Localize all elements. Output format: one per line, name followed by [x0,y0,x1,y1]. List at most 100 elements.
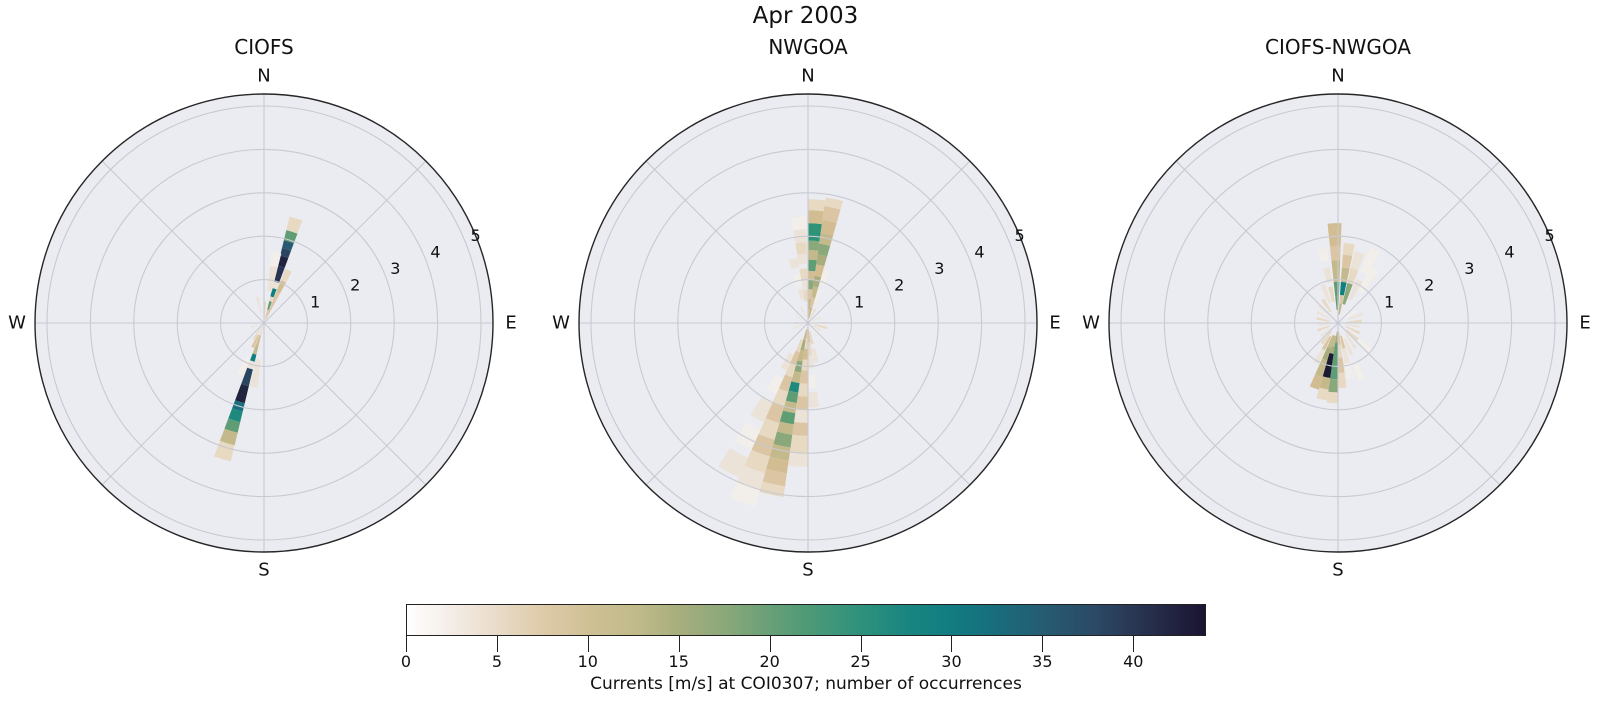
compass-label-s: S [802,560,813,581]
radial-tick-label: 3 [1464,259,1474,278]
rose-wedge-segment [264,301,267,319]
rose-wedge-segment [235,383,249,404]
colorbar-tick-label: 15 [668,652,689,671]
rose-wedge-segment [250,323,261,328]
rose-wedge-segment [1333,342,1338,356]
spoke-line [263,160,427,324]
rose-wedge-segment [280,247,292,258]
rose-wedge-segment [778,374,793,392]
rose-wedge-segment [269,296,274,302]
rose-wedge-segment [819,268,831,286]
polar-plot-ciofs-nwgoa: 1 2 3 4 5 N E S W [1082,66,1591,581]
rose-wedge-segment [280,268,292,283]
spoke-line [1337,160,1501,324]
rose-wedge-segment [1342,282,1353,305]
rose-wedge-segment [809,331,814,345]
rose-wedge-segment [808,391,820,408]
rose-wedge-segment [250,353,257,362]
rose-wedge-segment [811,286,819,298]
rose-wedge-segment [808,329,811,343]
rose-wedge-segment [785,362,797,378]
rose-wedge-segment [1320,327,1332,338]
rose-wedge-segment [766,456,789,474]
rose-wedge-segment [1322,267,1332,284]
rose-wedge-segment [252,326,262,340]
rose-wedge-segment [1317,325,1331,332]
rose-wedge-segment [1338,331,1341,345]
rose-wedge-segment [1347,268,1359,285]
rose-wedge-segment [1340,267,1350,283]
rose-wedge-segment [782,400,797,414]
rose-wedge-segment [259,325,264,336]
rose-wedge-segment [1360,247,1381,275]
rose-wedge-segment [1350,251,1365,271]
rose-wedge-segment [810,297,816,308]
rose-wedge-segment [283,230,298,244]
compass-label-n: N [257,66,270,87]
rose-wedge-segment [1320,283,1332,304]
rose-wedge-segment [1352,361,1366,381]
rose-wedge-segment [1346,319,1362,323]
rose-wedge-segment [762,469,787,487]
spoke-line [645,160,809,324]
rose-wedge-segment [1309,374,1323,390]
rose-wedge-segment [772,388,789,407]
rose-wedge-segment [1329,345,1335,354]
rose-wedge-segment [265,291,281,320]
radial-tick-label: 5 [1544,226,1554,245]
rose-wedge-segment [795,242,807,255]
rose-wedge-segment [820,219,837,236]
rose-wedge-segment [811,324,822,332]
rose-wedge-segment [219,428,238,446]
radial-tick-label: 3 [390,259,400,278]
rose-wedge-segment [803,329,808,341]
rose-wedge-segment [1322,346,1331,361]
compass-label-n: N [1331,66,1344,87]
rose-wedge-segment [801,359,808,371]
rose-wedge-segment [1329,245,1341,261]
spoke-line [807,322,971,486]
radial-tick-label: 3 [934,259,944,278]
rose-wedge-segment [800,339,806,351]
rose-wedge-segment [1343,338,1354,356]
rose-wedge-segment [799,268,808,281]
colorbar-tick [678,636,680,652]
compass-label-e: E [1579,313,1590,334]
rose-wedge-segment [813,275,822,288]
radial-tick-label: 4 [974,242,984,261]
rose-wedge-segment [816,254,828,267]
colorbar-tick-label: 30 [941,652,962,671]
rose-wedge-segment [1338,344,1343,358]
rose-wedge-segment [795,338,804,353]
compass-label-e: E [1049,313,1060,334]
rose-wedge-segment [765,402,785,424]
colorbar-tick [1133,636,1135,652]
rose-wedge-segment [800,306,806,318]
rose-wedge-segment [1331,335,1337,347]
rose-wedge-segment [1338,372,1347,389]
rose-wedge-segment [776,421,794,435]
rose-wedge-segment [808,374,817,389]
figure-suptitle: Apr 2003 [752,3,859,29]
rose-wedge-segment [814,289,822,304]
colorbar-tick [951,636,953,652]
spoke-line [101,322,265,486]
rose-wedge-segment [1344,333,1357,349]
colorbar-tick-label: 10 [577,652,598,671]
rose-wedge-segment [801,279,808,291]
radial-tick-label: 1 [1384,292,1394,311]
compass-label-s: S [258,560,269,581]
polar-spine [34,93,494,553]
colorbar-tick [860,636,862,652]
colorbar-tick [587,636,589,652]
rose-wedge-segment [808,307,813,319]
rose-wedge-segment [808,270,816,281]
rose-wedge-segment [811,316,821,322]
rose-wedge-segment [734,422,761,450]
radial-tick-label: 4 [430,242,440,261]
rose-wedge-segment [1345,326,1361,335]
spoke-line [1175,322,1339,486]
rose-wedge-segment [808,210,824,225]
compass-label-s: S [1332,560,1343,581]
rose-wedge-segment [1339,281,1347,296]
